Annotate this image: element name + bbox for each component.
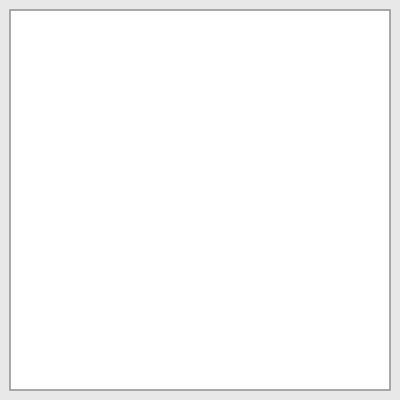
Text: O: O (196, 140, 207, 153)
Text: F: F (304, 193, 313, 206)
Polygon shape (53, 139, 58, 155)
Text: N: N (81, 169, 92, 182)
Text: NH: NH (224, 184, 246, 197)
Text: O: O (14, 191, 25, 204)
Polygon shape (37, 210, 52, 215)
Text: GSK1349572: GSK1349572 (110, 312, 290, 340)
Text: O: O (197, 215, 208, 228)
Text: F: F (304, 173, 313, 186)
Text: H: H (26, 208, 36, 221)
Text: N: N (134, 176, 146, 189)
Text: (Dolutegravir): (Dolutegravir) (112, 340, 288, 364)
Text: OH: OH (150, 120, 173, 132)
Text: O: O (108, 128, 119, 141)
